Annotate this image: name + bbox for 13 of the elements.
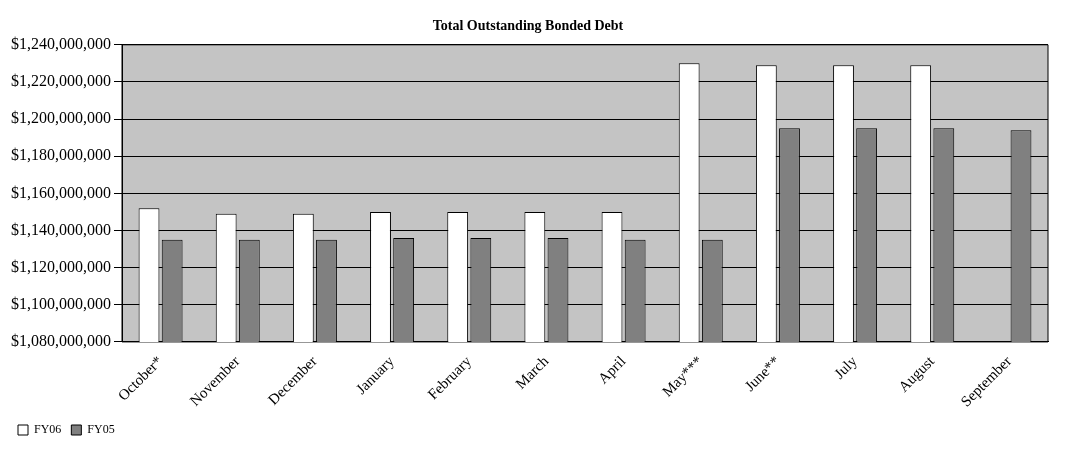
y-tick-label: $1,120,000,000 — [11, 257, 111, 275]
legend-label: FY05 — [87, 422, 115, 437]
y-tick-label: $1,080,000,000 — [11, 332, 111, 350]
y-tick-label: $1,180,000,000 — [11, 146, 111, 164]
legend-label: FY06 — [34, 422, 62, 437]
x-tick-label: July — [830, 352, 861, 382]
y-tick-label: $1,220,000,000 — [11, 72, 111, 90]
chart-title: Total Outstanding Bonded Debt — [432, 18, 624, 34]
y-tick-label: $1,200,000,000 — [11, 109, 111, 127]
y-tick-label: $1,140,000,000 — [11, 220, 111, 238]
y-tick-label: $1,160,000,000 — [11, 183, 111, 201]
y-tick-label: $1,100,000,000 — [11, 294, 111, 312]
y-tick-label: $1,240,000,000 — [11, 35, 111, 52]
